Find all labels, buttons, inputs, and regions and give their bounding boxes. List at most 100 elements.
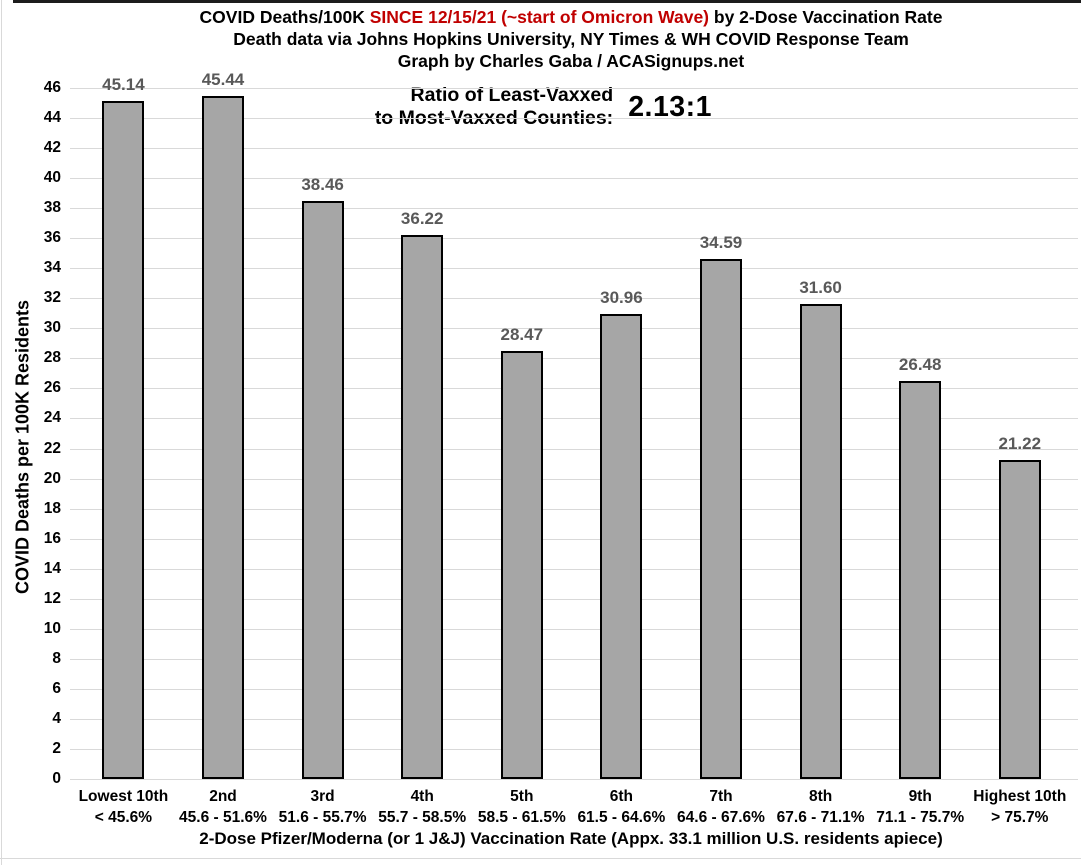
x-tick-label: 5th 58.5 - 61.5%	[437, 787, 607, 828]
left-edge-line	[1, 0, 2, 865]
chart-title: COVID Deaths/100K SINCE 12/15/21 (~start…	[64, 6, 1078, 28]
x-tick-range: > 75.7%	[991, 808, 1049, 826]
y-tick-label: 10	[43, 619, 61, 637]
x-tick-range: 67.6 - 71.1%	[776, 808, 865, 826]
x-tick-label: Lowest 10th < 45.6%	[38, 787, 208, 828]
title-text-red: SINCE 12/15/21 (~start of Omicron Wave)	[369, 7, 710, 27]
y-tick-label: 18	[43, 499, 61, 517]
x-tick-range: 58.5 - 61.5%	[477, 808, 566, 826]
ratio-label-line2: to Most-Vaxxed Counties:	[374, 107, 614, 129]
gridline	[70, 148, 1078, 150]
y-tick-label: 28	[43, 349, 61, 367]
gridline	[70, 388, 1078, 390]
gridline	[70, 508, 1078, 510]
bar-highest-10th	[998, 460, 1041, 779]
y-tick-label: 46	[43, 79, 61, 96]
bottom-edge-line	[0, 858, 1081, 859]
bar-3rd	[301, 201, 344, 779]
bar-value-label: 38.46	[301, 175, 344, 195]
y-tick-label: 42	[43, 139, 61, 157]
y-tick-label: 30	[43, 319, 61, 337]
x-tick-label: 8th 67.6 - 71.1%	[736, 787, 906, 828]
y-tick-label: 14	[43, 559, 61, 577]
y-tick-label: 12	[43, 589, 61, 607]
x-tick-label: 2nd 45.6 - 51.6%	[138, 787, 308, 828]
y-tick-label: 6	[52, 679, 61, 697]
gridline	[70, 748, 1078, 750]
x-tick-decile: 9th	[908, 788, 932, 805]
x-tick-range: 45.6 - 51.6%	[179, 808, 267, 826]
y-tick-label: 34	[43, 259, 61, 277]
x-tick-range: 61.5 - 64.6%	[577, 808, 666, 826]
x-tick-decile: 2nd	[209, 788, 237, 805]
gridline	[70, 208, 1078, 210]
y-tick-label: 8	[52, 649, 61, 667]
chart-title-block: COVID Deaths/100K SINCE 12/15/21 (~start…	[64, 6, 1078, 72]
y-tick-label: 38	[43, 199, 61, 217]
y-tick-label: 4	[52, 709, 61, 727]
gridline	[70, 688, 1078, 690]
x-tick-label: 3rd 51.6 - 55.7%	[238, 787, 408, 828]
bar-value-label: 28.47	[500, 325, 544, 345]
y-tick-label: 22	[43, 439, 61, 457]
ratio-annotation-label: Ratio of Least-Vaxxed to Most-Vaxxed Cou…	[375, 84, 613, 130]
gridline	[70, 478, 1078, 480]
bar-4th	[401, 234, 444, 779]
bar-value-label: 26.48	[898, 355, 942, 375]
bar-value-label: 34.59	[699, 233, 743, 253]
x-axis-title: 2-Dose Pfizer/Moderna (or 1 J&J) Vaccina…	[199, 829, 943, 848]
x-tick-decile: 5th	[510, 788, 534, 805]
chart-subtitle-source: Death data via Johns Hopkins University,…	[233, 29, 909, 49]
x-tick-range: 71.1 - 75.7%	[876, 808, 965, 826]
bar-2nd	[202, 96, 244, 779]
gridline	[70, 358, 1078, 360]
x-tick-label: 6th 61.5 - 64.6%	[536, 787, 706, 828]
chart-subtitle-credit: Graph by Charles Gaba / ACASignups.net	[397, 51, 745, 71]
bar-value-label: 45.44	[201, 70, 245, 90]
x-tick-label: 4th 55.7 - 58.5%	[337, 787, 507, 828]
x-tick-range: 55.7 - 58.5%	[378, 808, 467, 826]
gridline	[70, 598, 1078, 600]
y-tick-label: 44	[43, 109, 61, 127]
y-tick-label: 20	[43, 469, 61, 487]
gridline	[70, 658, 1078, 660]
y-tick-label: 40	[43, 169, 61, 187]
bar-value-label: 30.96	[600, 287, 643, 307]
y-tick-label: 36	[43, 229, 61, 247]
bar-6th	[600, 313, 643, 779]
gridline	[70, 328, 1078, 330]
bar-5th	[500, 351, 543, 779]
bar-8th	[799, 304, 842, 779]
x-tick-range: 64.6 - 67.6%	[677, 808, 765, 826]
bar-9th	[899, 381, 942, 779]
title-text-black-2: by 2-Dose Vaccination Rate	[709, 7, 943, 27]
gridline	[70, 298, 1078, 300]
bar-7th	[700, 259, 742, 779]
gridline	[70, 238, 1078, 240]
bar-lowest-10th	[102, 100, 145, 779]
x-tick-decile: Lowest 10th	[78, 788, 169, 805]
bar-value-label: 31.60	[799, 278, 842, 298]
x-tick-decile: 8th	[808, 788, 833, 805]
gridline	[70, 779, 1078, 780]
x-tick-label: 7th 64.6 - 67.6%	[636, 787, 806, 828]
gridline	[70, 268, 1078, 270]
gridline	[70, 178, 1078, 180]
x-tick-decile: 7th	[709, 788, 733, 805]
gridline	[70, 118, 1078, 120]
x-tick-decile: 4th	[410, 788, 434, 805]
y-tick-label: 16	[43, 529, 61, 547]
gridline	[70, 88, 1078, 89]
x-tick-decile: Highest 10th	[973, 788, 1067, 805]
gridline	[70, 448, 1078, 450]
y-tick-label: 26	[43, 379, 61, 397]
gridline	[70, 628, 1078, 630]
y-tick-label: 2	[52, 739, 61, 757]
gridline	[70, 538, 1078, 540]
gridline	[70, 418, 1078, 420]
ratio-label-line1: Ratio of Least-Vaxxed	[410, 84, 614, 106]
title-text-black-1: COVID Deaths/100K	[199, 7, 370, 27]
y-tick-label: 24	[43, 409, 61, 427]
bar-value-label: 36.22	[400, 208, 444, 228]
top-border-line	[13, 0, 1081, 3]
